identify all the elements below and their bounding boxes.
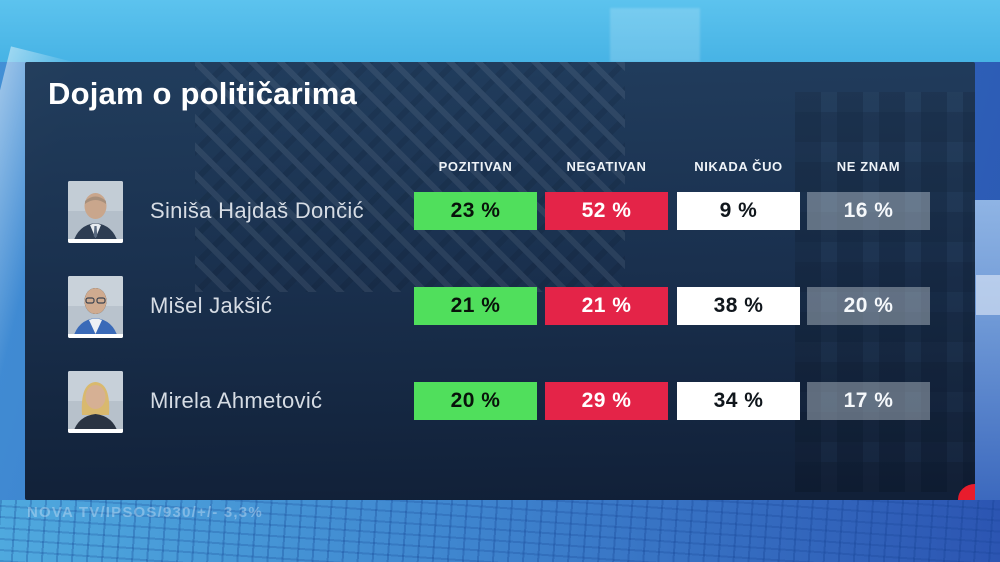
building-facade-background — [972, 200, 1000, 500]
table-row: Siniša Hajdaš Dončić 23 % 52 % 9 % 16 % — [25, 181, 975, 243]
tiled-roof-pattern-decoration — [195, 62, 625, 292]
red-corner-accent-icon — [958, 484, 975, 500]
politician-name: Mirela Ahmetović — [150, 388, 323, 413]
value-box-negativan: 21 % — [545, 287, 668, 325]
value-box-nikada-cuo: 9 % — [677, 192, 800, 230]
value-box-nikada-cuo: 34 % — [677, 382, 800, 420]
table-row: Mirela Ahmetović 20 % 29 % 34 % 17 % — [25, 371, 975, 433]
column-header-nikada-cuo: NIKADA ČUO — [694, 159, 783, 174]
column-header-ne-znam: NE ZNAM — [836, 159, 901, 174]
value-box-ne-znam: 20 % — [807, 287, 930, 325]
portrait-photo — [68, 181, 123, 243]
building-window-background — [976, 275, 1000, 315]
church-tower-silhouette — [610, 8, 700, 62]
cobblestone-pavement-background — [0, 500, 1000, 562]
survey-source-text: NOVA TV/IPSOS/930/+/- 3,3% — [27, 504, 263, 521]
value-box-pozitivan: 23 % — [414, 192, 537, 230]
value-box-ne-znam: 17 % — [807, 382, 930, 420]
value-box-pozitivan: 21 % — [414, 287, 537, 325]
page-title: Dojam o političarima — [48, 76, 357, 111]
column-header-negativan: NEGATIVAN — [566, 159, 647, 174]
value-box-negativan: 29 % — [545, 382, 668, 420]
portrait-photo — [68, 276, 123, 338]
sky-band-background — [0, 0, 1000, 62]
value-box-ne-znam: 16 % — [807, 192, 930, 230]
portrait-photo — [68, 371, 123, 433]
politician-name: Mišel Jakšić — [150, 293, 273, 318]
man-portrait-icon — [68, 181, 123, 243]
man-glasses-portrait-icon — [68, 276, 123, 338]
column-header-pozitivan: POZITIVAN — [438, 159, 513, 174]
value-box-pozitivan: 20 % — [414, 382, 537, 420]
table-row: Mišel Jakšić 21 % 21 % 38 % 20 % — [25, 276, 975, 338]
politician-name: Siniša Hajdaš Dončić — [150, 198, 364, 223]
poll-panel: Dojam o političarima POZITIVAN NEGATIVAN… — [25, 62, 975, 500]
window-grid-decoration — [795, 92, 975, 492]
value-box-negativan: 52 % — [545, 192, 668, 230]
value-box-nikada-cuo: 38 % — [677, 287, 800, 325]
woman-portrait-icon — [68, 371, 123, 433]
